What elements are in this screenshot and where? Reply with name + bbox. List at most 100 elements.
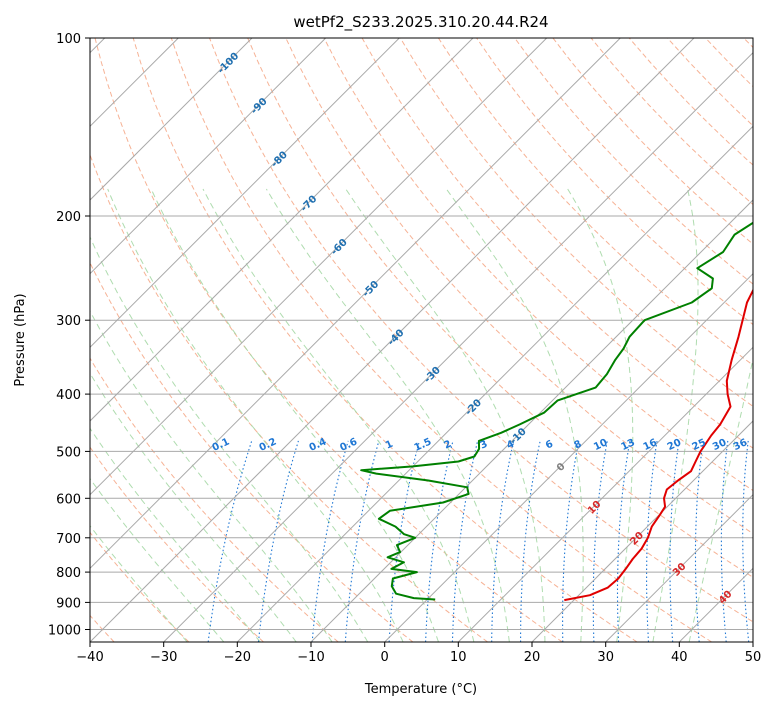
x-tick-label: −20	[224, 650, 251, 665]
y-tick-label: 400	[56, 388, 81, 403]
mixing-ratio-line	[491, 440, 515, 642]
isotherm-line	[236, 125, 753, 642]
isotherm-line	[90, 38, 400, 349]
isotherm-label: 30	[671, 561, 689, 579]
dry-adiabat-line	[132, 38, 638, 642]
mixing-ratio-label: 3	[479, 439, 490, 452]
mixing-ratio-line	[646, 440, 658, 642]
x-tick-label: −40	[76, 650, 103, 665]
mixing-ratio-label: 16	[642, 437, 659, 453]
y-tick-label: 800	[56, 566, 81, 581]
isotherm-line	[605, 493, 753, 642]
dry-adiabat-line	[90, 261, 414, 642]
isotherm-label: -90	[249, 96, 270, 117]
mixing-ratio-label: 2	[442, 439, 453, 452]
mixing-ratio-line	[388, 440, 420, 642]
mixing-ratio-line	[311, 440, 349, 642]
dry-adiabat-line	[667, 38, 753, 127]
isotherm-label: 40	[717, 589, 735, 607]
mixing-ratio-line	[451, 440, 479, 642]
mixing-ratio-line	[207, 440, 253, 642]
y-tick-label: 200	[56, 210, 81, 225]
x-tick-label: 30	[597, 650, 614, 665]
mixing-ratio-line	[694, 440, 704, 642]
dry-adiabat-line	[743, 38, 753, 49]
moist-adiabat-line	[652, 188, 699, 642]
y-tick-label: 700	[56, 532, 81, 547]
dry-adiabat-line	[437, 38, 753, 366]
moist-adiabat-line	[90, 477, 225, 642]
moist-adiabats	[90, 188, 753, 642]
dry-adiabat-line	[90, 531, 190, 642]
moist-adiabat-line	[265, 188, 510, 642]
x-axis-label: Temperature (°C)	[364, 682, 477, 697]
isotherm-line	[531, 420, 753, 642]
x-tick-label: −10	[297, 650, 324, 665]
x-axis-ticks: −40 −30 −20 −10 0 10 20 30 40 50	[76, 642, 761, 665]
mixing-ratio-label: 13	[620, 437, 637, 453]
mixing-ratio-lines	[207, 440, 771, 642]
y-tick-label: 500	[56, 445, 81, 460]
dry-adiabat-line	[552, 38, 753, 245]
moist-adiabat-line	[688, 356, 753, 642]
dry-adiabat-line	[170, 38, 712, 642]
isotherm-line	[90, 38, 474, 422]
x-tick-label: 40	[671, 650, 688, 665]
mixing-ratio-label: 20	[666, 437, 683, 453]
plot-area: 0.1 0.2 0.4 0.6 1 1.5 2 3 4 6 8 10 13 16 20 25 30 36-100-…	[90, 38, 771, 642]
isotherm-line	[90, 38, 548, 496]
y-axis-ticks: 100 200 300 400 500 600 700 800 900 1000	[48, 32, 90, 639]
dewpoint-profile-line	[360, 221, 753, 601]
moist-adiabat-line	[90, 235, 369, 642]
mixing-ratio-label: 36	[732, 437, 749, 453]
isotherm-line	[163, 51, 753, 642]
mixing-ratio-line	[764, 441, 771, 642]
isotherm-line	[678, 567, 753, 642]
pressure-gridlines	[90, 38, 753, 630]
mixing-ratio-line	[562, 440, 580, 642]
mixing-ratio-label: 30	[711, 437, 728, 453]
mixing-ratio-line	[592, 440, 608, 642]
plot-frame	[89, 37, 754, 643]
dry-adiabat-line	[90, 153, 488, 642]
dry-adiabat-line	[90, 357, 339, 642]
moist-adiabat-line	[345, 188, 546, 642]
dry-adiabat-line	[323, 38, 753, 492]
isotherm-label: -40	[386, 328, 407, 349]
isotherm-label: -80	[269, 149, 290, 170]
moist-adiabat-line	[90, 427, 261, 642]
isotherm-line	[90, 38, 253, 201]
y-tick-label: 1000	[48, 624, 81, 639]
mixing-ratio-line	[616, 440, 631, 642]
isotherms	[90, 38, 753, 642]
isotherm-label: 10	[586, 499, 604, 517]
isotherm-label: -60	[329, 237, 350, 258]
x-tick-label: 10	[450, 650, 467, 665]
mixing-ratio-line	[669, 440, 680, 642]
isotherm-line	[384, 272, 753, 642]
mixing-ratio-line	[425, 440, 454, 642]
mixing-ratio-line	[720, 440, 729, 642]
isotherm-line	[90, 38, 327, 275]
isotherm-line	[752, 641, 753, 642]
isotherm-line	[90, 38, 695, 642]
x-tick-label: 20	[524, 650, 541, 665]
inline-labels: 0.1 0.2 0.4 0.6 1 1.5 2 3 4 6 8 10 13 16 20 25 30 36-100-…	[211, 51, 749, 607]
y-tick-label: 100	[56, 32, 81, 47]
mixing-ratio-label: 4	[505, 439, 516, 452]
x-tick-label: 0	[381, 650, 389, 665]
moist-adiabat-line	[150, 188, 439, 642]
y-tick-label: 600	[56, 492, 81, 507]
dry-adiabat-line	[514, 38, 753, 285]
mixing-ratio-line	[742, 440, 750, 642]
chart-title: wetPf2_S233.2025.310.20.44.R24	[293, 13, 548, 32]
isotherm-label: -70	[299, 194, 320, 215]
y-tick-label: 300	[56, 314, 81, 329]
mixing-ratio-label: 8	[573, 439, 584, 452]
y-axis-label: Pressure (hPa)	[13, 293, 28, 386]
mixing-ratio-label: 6	[544, 439, 555, 452]
isotherm-label: -20	[463, 397, 484, 418]
moist-adiabat-line	[107, 188, 404, 642]
mixing-ratio-line	[520, 440, 541, 642]
